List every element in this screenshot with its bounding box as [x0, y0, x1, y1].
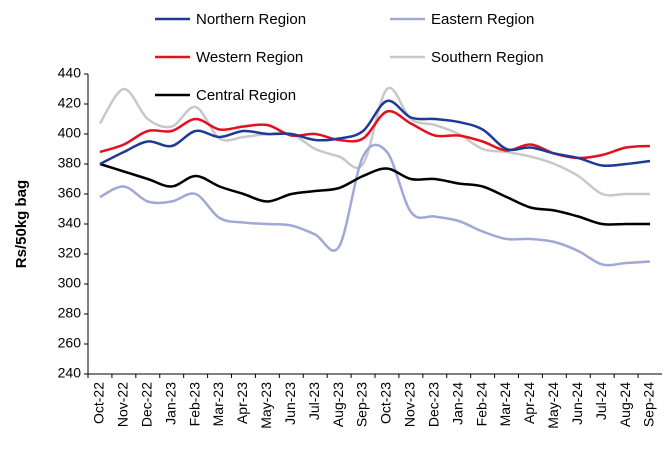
x-tick-label: Feb-24	[473, 382, 489, 427]
series-line	[99, 162, 651, 226]
x-tick-label: Sep-23	[354, 382, 370, 427]
x-tick-label: Jan-24	[449, 382, 465, 425]
x-tick-label: Oct-23	[378, 382, 394, 424]
x-tick-label: Apr-23	[234, 382, 250, 424]
y-tick-label: 320	[58, 245, 82, 261]
y-tick-label: 400	[58, 125, 82, 141]
x-tick-label: Jan-23	[162, 382, 178, 425]
legend-label: Central Region	[196, 87, 296, 104]
x-tick-label: Jul-24	[593, 382, 609, 420]
legend-label: Eastern Region	[431, 11, 534, 28]
x-tick-label: Jun-23	[282, 382, 298, 425]
x-tick-label: May-24	[545, 382, 561, 429]
x-tick-label: Dec-23	[425, 382, 441, 427]
y-tick-label: 440	[58, 65, 82, 81]
legend-label: Northern Region	[196, 11, 306, 28]
x-tick-label: Jul-23	[306, 382, 322, 420]
y-tick-label: 280	[58, 305, 82, 321]
y-tick-label: 380	[58, 155, 82, 171]
x-tick-label: Apr-24	[521, 382, 537, 424]
y-tick-label: 260	[58, 335, 82, 351]
x-tick-label: Aug-23	[330, 382, 346, 427]
x-tick-label: Mar-24	[497, 382, 513, 427]
x-tick-label: Sep-24	[641, 382, 657, 427]
x-tick-label: Mar-23	[210, 382, 226, 427]
x-tick-label: Nov-23	[402, 382, 418, 427]
y-tick-label: 300	[58, 275, 82, 291]
legend-label: Western Region	[196, 49, 303, 66]
x-tick-label: Oct-22	[91, 382, 107, 424]
x-tick-label: Dec-22	[138, 382, 154, 427]
x-tick-label: Nov-22	[115, 382, 131, 427]
x-tick-label: Aug-24	[617, 382, 633, 427]
y-axis-label: Rs/50kg bag	[13, 180, 30, 268]
x-tick-label: Feb-23	[186, 382, 202, 427]
y-tick-label: 340	[58, 215, 82, 231]
legend-label: Southern Region	[431, 49, 544, 66]
y-tick-label: 240	[58, 365, 82, 381]
y-tick-label: 420	[58, 95, 82, 111]
series-line	[99, 99, 651, 168]
series-line	[98, 86, 651, 197]
x-tick-label: May-23	[258, 382, 274, 429]
x-tick-label: Jun-24	[569, 382, 585, 425]
y-tick-label: 360	[58, 185, 82, 201]
series-line	[99, 143, 651, 267]
